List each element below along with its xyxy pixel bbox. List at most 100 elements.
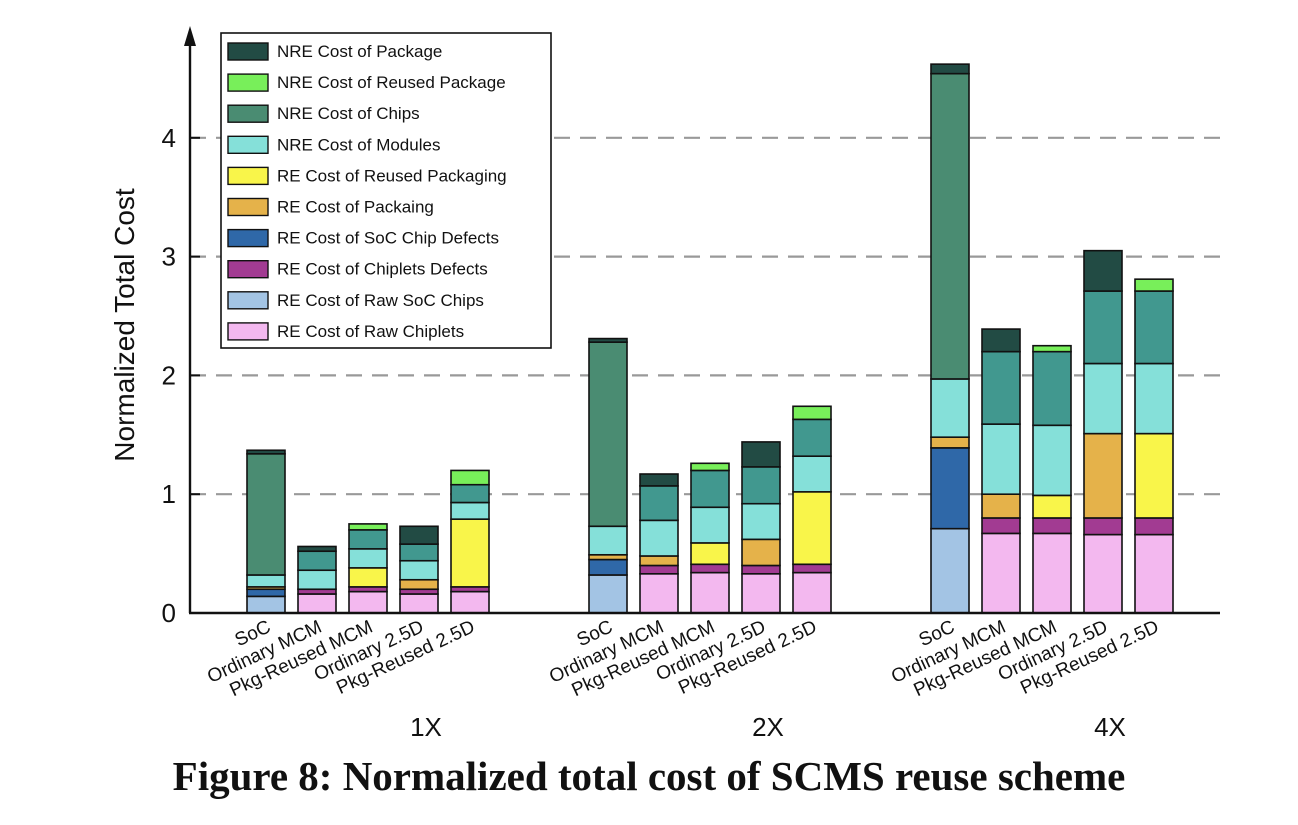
y-tick-label: 2 [162,360,176,390]
y-tick-label: 0 [162,598,176,628]
legend-swatch [227,42,269,61]
bar-segment [297,545,337,553]
bar-segment [399,543,439,562]
bar-segment [741,538,781,567]
bar-segment [792,405,832,421]
bar-segment [348,529,388,550]
bar-segment [1032,532,1072,614]
bar-segment [297,569,337,591]
bar-segment [588,337,628,343]
bar-segment [588,558,628,576]
bar-segment [1134,432,1174,519]
bar-segment [399,578,439,591]
bar-segment [1083,362,1123,435]
bar-segment [399,593,439,614]
y-axis-arrow [184,26,196,46]
bar-segment [792,491,832,566]
figure-caption: Figure 8: Normalized total cost of SCMS … [172,753,1126,799]
bar-segment [246,574,286,588]
y-axis-label: Normalized Total Cost [109,188,140,462]
legend-swatch [227,197,269,217]
group-label: 1X [410,712,442,742]
bar-segment [1083,290,1123,365]
bar-segment [1083,517,1123,536]
bar-segment [246,449,286,455]
bar-segment [741,441,781,468]
bar-segment [792,418,832,457]
legend-label: RE Cost of Reused Packaging [277,166,507,185]
bar-segment [450,469,490,486]
bar-segment [1134,533,1174,614]
bar-segment [639,473,679,487]
bar-segment [348,590,388,614]
bar-segment [690,571,730,614]
bar-segment [981,517,1021,535]
legend-swatch [227,260,269,279]
bar-segment [246,595,286,614]
bar-segment [450,518,490,588]
legend-label: NRE Cost of Chips [277,104,420,123]
bar-segment [588,341,628,528]
bar-segment [399,525,439,545]
bar-segment [792,563,832,574]
bar-segment [1134,517,1174,536]
bar-segment [981,328,1021,353]
bar-segment [588,525,628,556]
legend-label: RE Cost of Packaing [277,198,434,217]
legend-swatch [227,73,269,92]
bar-segment [297,593,337,614]
bar-segment [1032,517,1072,535]
bar-segment [1032,424,1072,497]
bar-segment [1134,278,1174,292]
bar-segment [297,550,337,572]
bar-segment [1032,494,1072,519]
legend-label: NRE Cost of Modules [277,135,440,154]
bar-segment [792,455,832,493]
bar-segment [1134,290,1174,365]
bar-segment [588,574,628,614]
bar-segment [930,527,970,614]
bar-segment [792,571,832,614]
bar-segment [981,350,1021,425]
bar-segment [690,469,730,509]
bar-segment [450,483,490,504]
bar-segment [639,519,679,557]
legend-swatch [227,228,269,248]
group-label: 2X [752,712,784,742]
bar-segment [246,588,286,598]
bar-segment [690,563,730,574]
bar-segment [348,567,388,588]
legend-label: NRE Cost of Reused Package [277,73,506,92]
bar-segment [348,548,388,569]
bar-segment [1083,432,1123,519]
legend-label: RE Cost of Raw SoC Chips [277,291,484,310]
legend-label: RE Cost of SoC Chip Defects [277,229,499,248]
legend-box [220,32,552,349]
bar-segment [450,590,490,614]
bar-segment [690,506,730,544]
legend-swatch [227,291,269,310]
bar-segment [930,378,970,438]
bar-segment [741,466,781,505]
legend-swatch [227,322,269,341]
bar-segment [741,502,781,541]
legend-label: NRE Cost of Package [277,42,442,61]
bar-segment [930,447,970,530]
legend-label: RE Cost of Chiplets Defects [277,260,488,279]
legend-swatch [227,166,269,186]
bar-segment [930,436,970,449]
legend-swatch [227,104,269,123]
bar-segment [246,453,286,576]
bar-segment [639,572,679,614]
bar-segment [1083,533,1123,614]
bar-segment [1134,362,1174,435]
bar-segment [450,501,490,520]
bar-segment [741,564,781,575]
bar-segment [741,572,781,614]
bar-segment [639,555,679,567]
y-tick-label: 1 [162,479,176,509]
bar-segment [1032,344,1072,353]
bar-segment [1032,350,1072,427]
group-label: 4X [1094,712,1126,742]
